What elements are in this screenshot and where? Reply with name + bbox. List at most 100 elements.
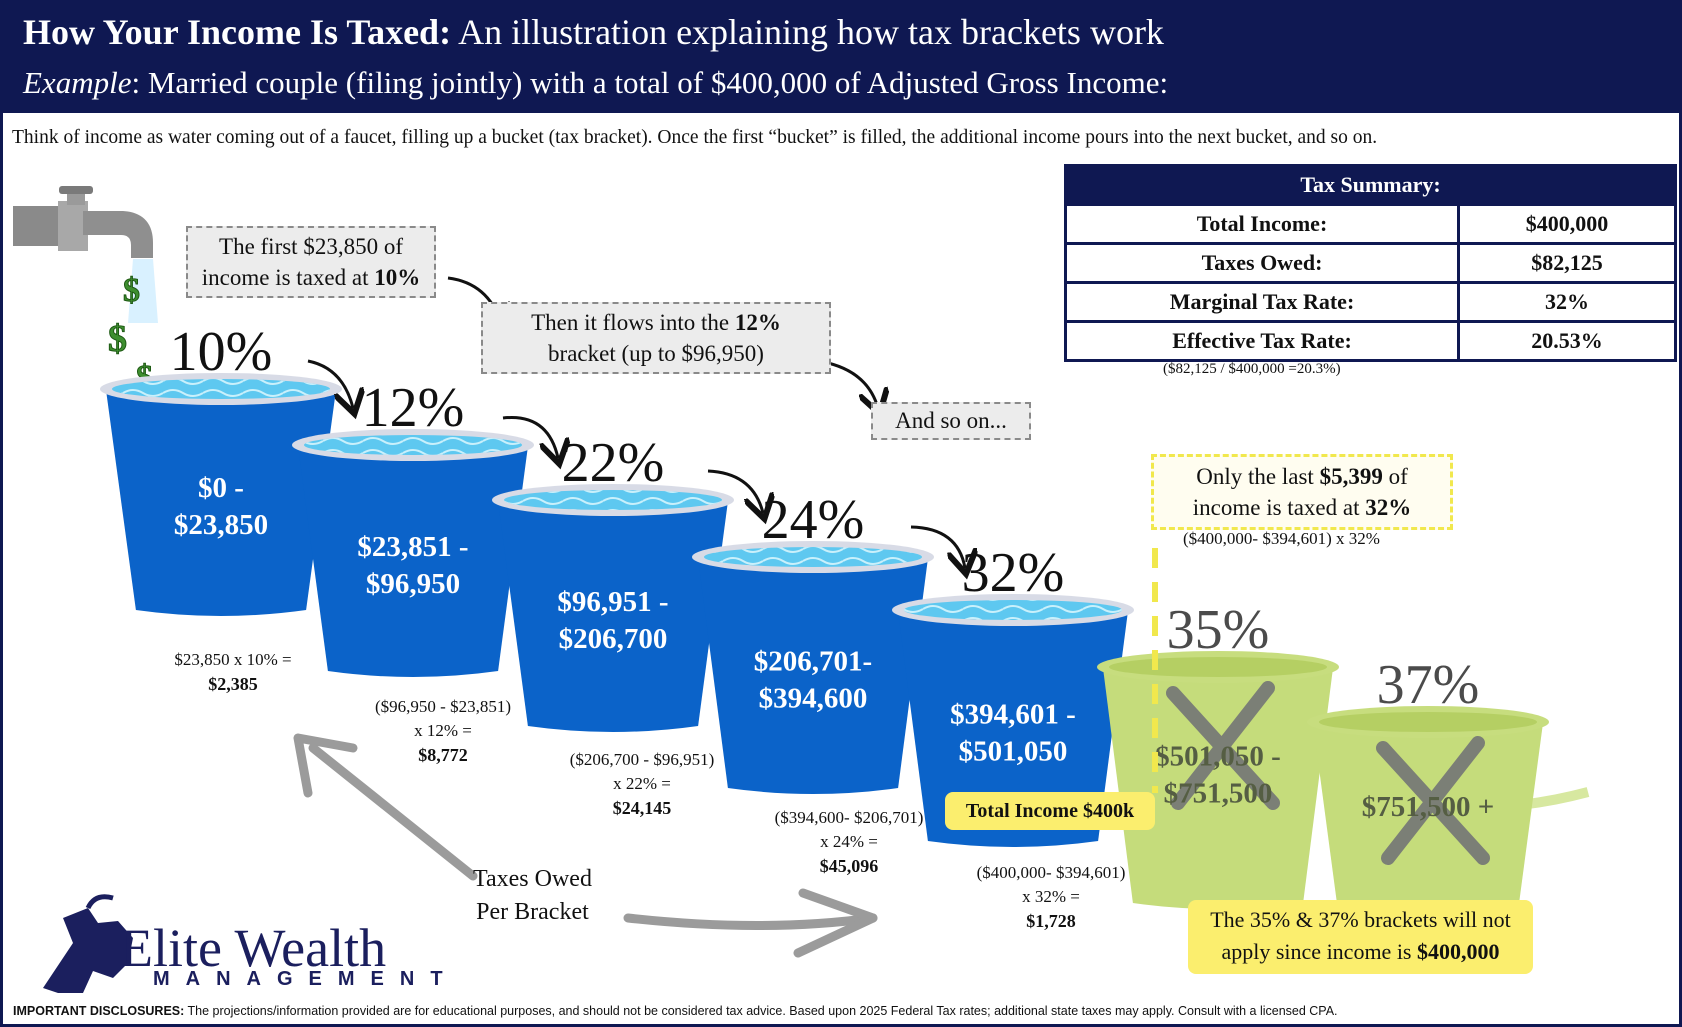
callout-first-bracket: The first $23,850 of income is taxed at … <box>186 226 436 298</box>
row-value: 32% <box>1545 289 1589 314</box>
formula-line: ($394,600- $206,701) <box>774 808 924 827</box>
faucet-icon <box>13 186 158 323</box>
callout-arrow-2 <box>827 361 878 408</box>
bracket-rate: 12% <box>362 377 465 439</box>
row-label: Taxes Owed: <box>1067 245 1460 281</box>
intro-text: Think of income as water coming out of a… <box>12 127 1378 148</box>
bracket-range: $0 - <box>198 472 244 504</box>
not-apply-note: The 35% & 37% brackets will not apply si… <box>1188 900 1533 974</box>
tax-amount: $2,385 <box>208 674 258 694</box>
note-line: The 35% & 37% brackets will not <box>1210 907 1511 932</box>
bracket-range: $501,050 <box>959 735 1068 767</box>
logo-subtitle: MANAGEMENT <box>153 968 459 990</box>
formula-bucket-1: $23,850 x 10% = $2,385 <box>158 648 308 697</box>
callout-text: income is taxed at <box>201 265 375 290</box>
tax-summary-title: Tax Summary: <box>1067 167 1674 203</box>
formula-line: ($206,700 - $96,951) <box>569 750 715 769</box>
subtitle-rest: : Married couple (filing jointly) with a… <box>131 65 1169 100</box>
tax-summary-table: Tax Summary: Total Income: $400,000 Taxes… <box>1064 164 1677 362</box>
flow-arrow-3 <box>707 469 763 513</box>
total-income-badge: Total Income $400k <box>945 792 1155 830</box>
note-line: apply since income is $400,000 <box>1188 936 1533 968</box>
callout-line: income is taxed at 10% <box>196 262 426 293</box>
note-text: apply since income is <box>1221 939 1417 964</box>
row-label: Effective Tax Rate: <box>1067 323 1460 359</box>
bracket-range: $206,701- <box>754 645 872 677</box>
row-value: 20.53% <box>1531 328 1603 353</box>
bracket-range: $394,600 <box>759 682 868 714</box>
formula-line: ($96,950 - $23,851) <box>375 697 511 716</box>
formula-line: x 22% = <box>613 774 671 793</box>
formula-line: $23,850 x 10% = <box>174 650 292 669</box>
subtitle-italic: Example <box>23 65 132 100</box>
flow-arrow-4 <box>910 525 965 568</box>
callout-text: income is taxed at <box>1192 495 1366 520</box>
callout-line: bracket (up to $96,950) <box>548 341 764 366</box>
row-value: $400,000 <box>1525 211 1609 236</box>
tax-amount: $45,096 <box>819 856 879 876</box>
label-line: Taxes Owed <box>473 866 592 892</box>
callout-last-bracket: Only the last $5,399 of income is taxed … <box>1151 454 1453 530</box>
note-bold: $400,000 <box>1417 939 1500 964</box>
page-subtitle: Example: Married couple (filing jointly)… <box>23 65 1168 101</box>
tax-amount: $1,728 <box>1026 911 1076 931</box>
bucket-1: 10% $0 - $23,850 <box>100 321 383 616</box>
page-title: How Your Income Is Taxed: An illustratio… <box>23 11 1164 53</box>
bucket-3: 22% $96,951 - $206,700 <box>492 432 775 732</box>
callout-bold: $5,399 <box>1319 464 1383 489</box>
callout-text: Only the last <box>1196 464 1320 489</box>
table-row: Effective Tax Rate: 20.53% <box>1067 320 1674 359</box>
callout-line: income is taxed at 32% <box>1164 492 1440 523</box>
logo-title: Elite Wealth <box>120 918 387 978</box>
disclosure-text: The projections/information provided are… <box>184 1004 1338 1018</box>
bracket-range: $751,500 + <box>1362 791 1495 823</box>
bracket-range: $96,951 - <box>557 586 668 618</box>
bracket-rate: 22% <box>562 432 665 494</box>
callout-line: Only the last $5,399 of <box>1164 461 1440 492</box>
callout-bold: 12% <box>734 310 781 335</box>
bracket-range: $206,700 <box>559 623 668 655</box>
bucket-5: 32% $394,601 - $501,050 <box>892 542 1175 847</box>
formula-bucket-2: ($96,950 - $23,851) x 12% = $8,772 <box>358 695 528 768</box>
x-mark-icon <box>1166 681 1280 810</box>
callout-line: The first $23,850 of <box>219 234 403 259</box>
formula-line: x 32% = <box>1022 887 1080 906</box>
bracket-range: $96,950 <box>366 568 460 600</box>
svg-text:$: $ <box>108 318 127 360</box>
table-row: Total Income: $400,000 <box>1067 203 1674 242</box>
bracket-range: $394,601 - <box>950 698 1076 730</box>
bucket-2: 12% $23,851 - $96,950 <box>292 377 575 677</box>
svg-text:$: $ <box>123 272 140 309</box>
callout-bold: 10% <box>374 265 421 290</box>
bracket-range: $23,851 - <box>357 531 468 563</box>
callout-second-bracket: Then it flows into the 12% bracket (up t… <box>481 302 831 374</box>
tax-amount: $8,772 <box>418 745 468 765</box>
disclosures: IMPORTANT DISCLOSURES: The projections/i… <box>13 1004 1338 1018</box>
label-line: Per Bracket <box>476 899 589 925</box>
callout-text: of <box>1382 464 1408 489</box>
last-bracket-formula: ($400,000- $394,601) x 32% <box>1183 529 1380 548</box>
formula-line: ($400,000- $394,601) <box>976 863 1126 882</box>
tax-amount: $24,145 <box>612 798 672 818</box>
bracket-rate: 35% <box>1167 599 1270 661</box>
row-label: Marginal Tax Rate: <box>1067 284 1460 320</box>
callout-bold: 32% <box>1365 495 1412 520</box>
bracket-range: $751,500 <box>1164 778 1273 810</box>
effective-rate-note: ($82,125 / $400,000 =20.3%) <box>1163 361 1341 377</box>
callout-and-so-on: And so on... <box>871 402 1031 440</box>
formula-line: x 12% = <box>414 721 472 740</box>
flow-arrow-1 <box>307 359 353 408</box>
formula-line: x 24% = <box>820 832 878 851</box>
header-banner: How Your Income Is Taxed: An illustratio… <box>3 3 1679 113</box>
flow-arrow-2 <box>502 416 558 459</box>
formula-bucket-4: ($394,600- $206,701) x 24% = $45,096 <box>763 806 935 879</box>
taxes-owed-label: Taxes Owed Per Bracket <box>473 863 592 929</box>
bracket-rate: 32% <box>962 542 1065 604</box>
bracket-rate: 24% <box>762 489 865 551</box>
bracket-rate: 37% <box>1377 654 1480 716</box>
taxes-owed-arrows <box>293 733 878 958</box>
x-mark-icon <box>1376 736 1490 865</box>
table-row: Taxes Owed: $82,125 <box>1067 242 1674 281</box>
